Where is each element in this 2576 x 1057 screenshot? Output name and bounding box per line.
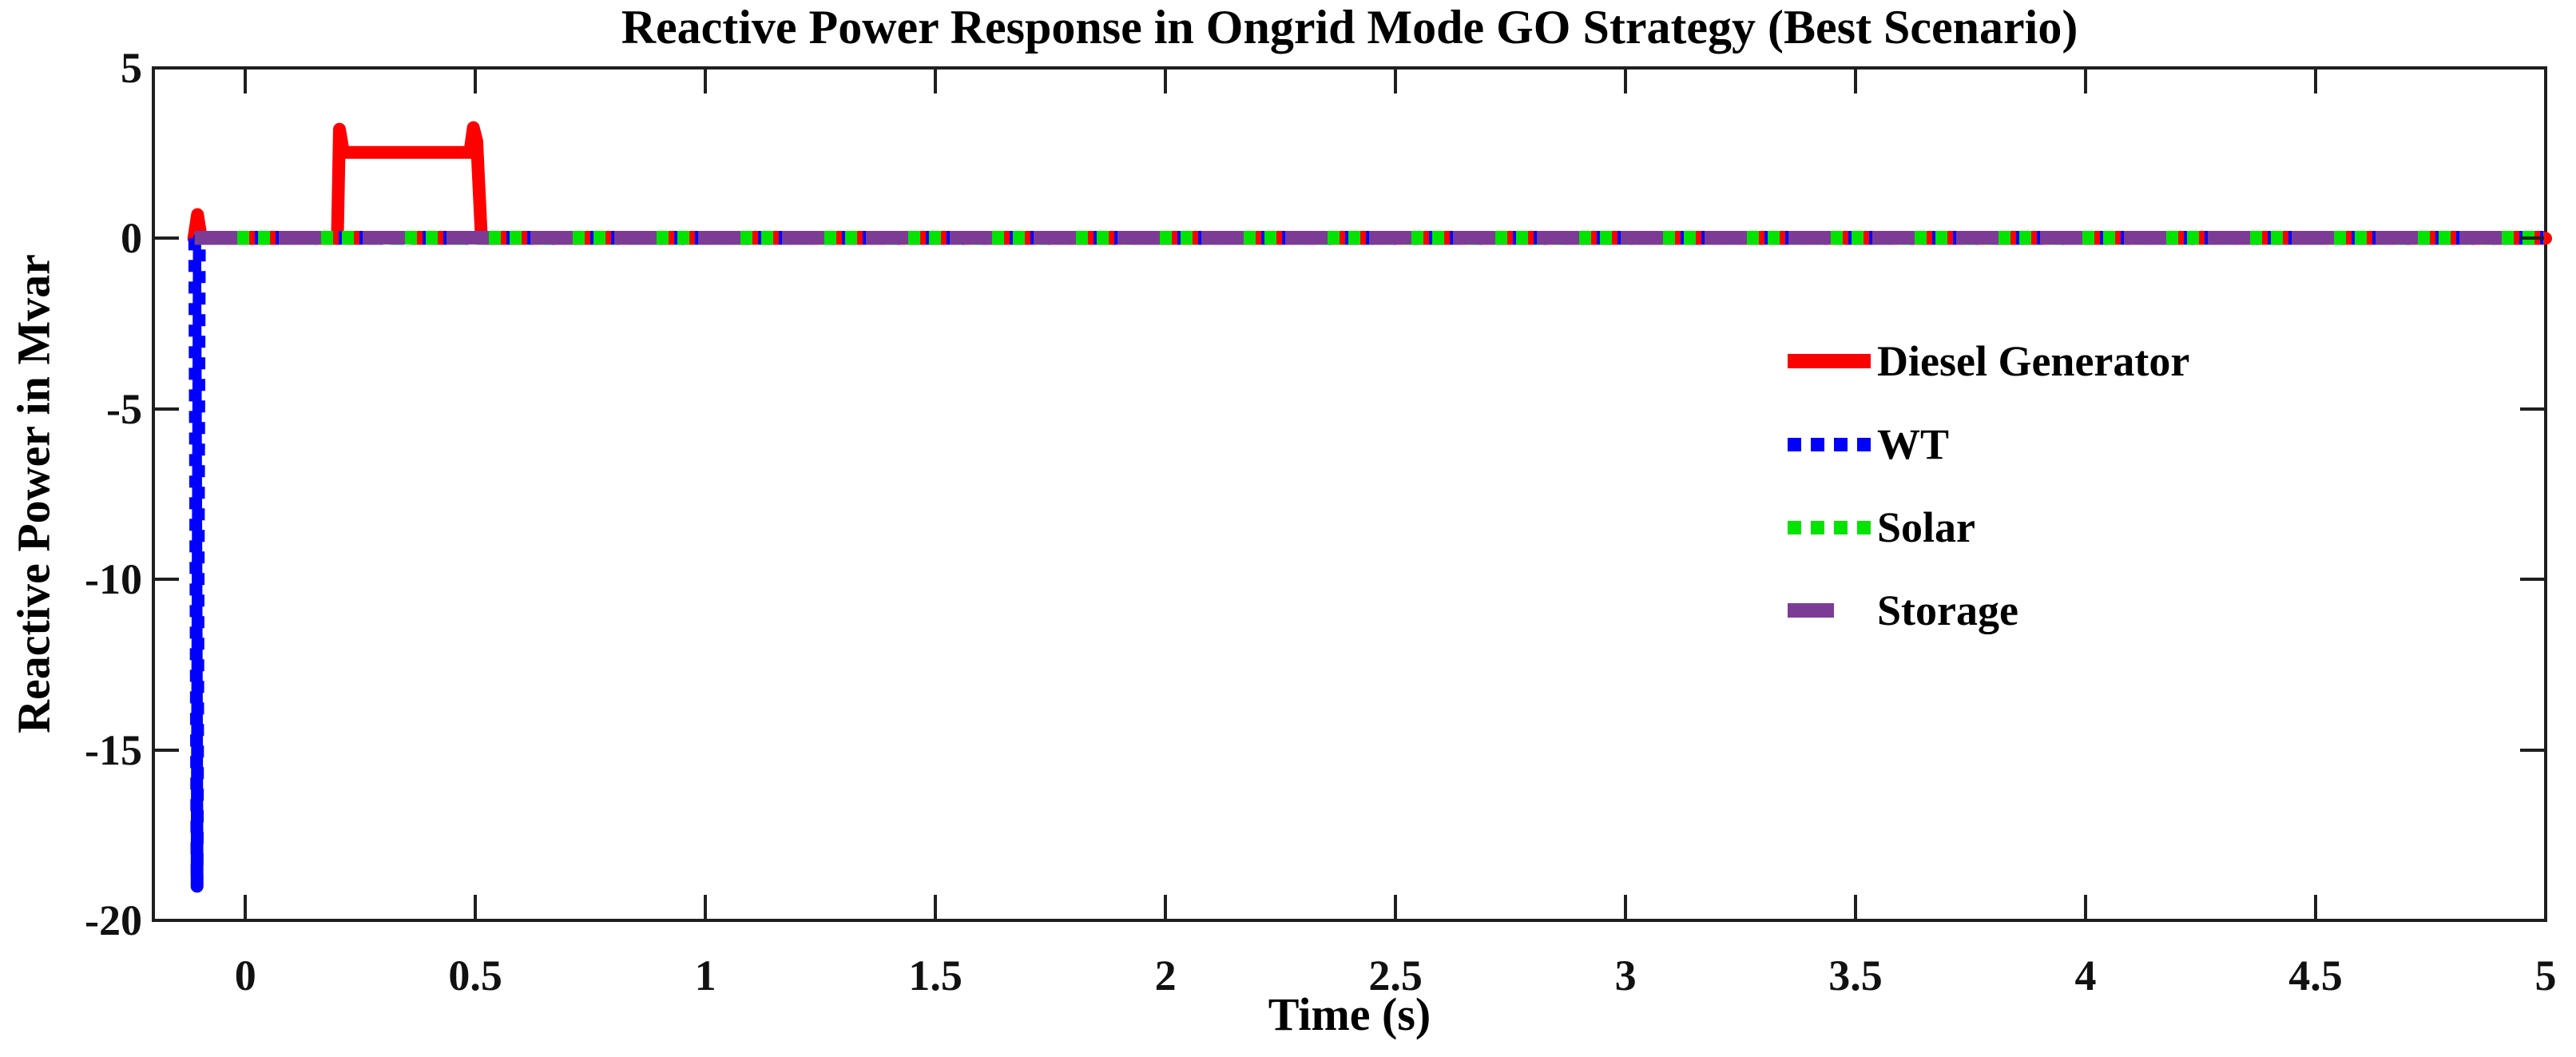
x-tick-bottom-3.5 <box>1854 895 1858 919</box>
y-tick-left--20 <box>155 919 179 922</box>
x-tick-label-0: 0 <box>234 952 256 999</box>
x-axis-label: Time (s) <box>1268 988 1431 1040</box>
x-tick-bottom-5 <box>2544 895 2547 919</box>
legend-swatch-solid <box>1788 354 1877 368</box>
y-tick-label--15: -15 <box>85 725 142 774</box>
legend-swatch-dashed <box>1788 603 1877 618</box>
legend-swatch-dotted <box>1788 520 1877 534</box>
x-tick-top-3 <box>1624 70 1628 93</box>
x-tick-label-0.5: 0.5 <box>448 952 502 999</box>
legend-item-wt: WT <box>1788 403 2189 486</box>
x-tick-bottom-1 <box>704 895 708 919</box>
y-tick-left--15 <box>155 748 179 752</box>
legend: Diesel Generator WT Solar Storage <box>1788 320 2189 652</box>
y-tick-right--5 <box>2520 407 2544 411</box>
x-tick-label-1.5: 1.5 <box>908 952 963 999</box>
y-tick-left-5 <box>155 66 179 70</box>
x-tick-label-3: 3 <box>1614 952 1637 999</box>
y-tick-right--15 <box>2520 748 2544 752</box>
y-tick-label--5: -5 <box>106 384 142 433</box>
plot-area <box>152 66 2547 922</box>
legend-item-storage: Storage <box>1788 569 2189 652</box>
x-tick-bottom-0.5 <box>474 895 478 919</box>
x-tick-top-2.5 <box>1394 70 1398 93</box>
x-tick-bottom-1.5 <box>934 895 938 919</box>
x-tick-label-2.5: 2.5 <box>1368 952 1423 999</box>
legend-item-diesel-generator: Diesel Generator <box>1788 320 2189 403</box>
x-tick-label-1: 1 <box>694 952 716 999</box>
x-tick-bottom-4 <box>2084 895 2088 919</box>
x-tick-label-2: 2 <box>1154 952 1177 999</box>
x-tick-top-4 <box>2084 70 2088 93</box>
y-tick-right-0 <box>2520 236 2544 240</box>
legend-label: Storage <box>1877 586 2018 634</box>
legend-swatch-dotted <box>1788 437 1877 451</box>
zero-line-multicolor-band <box>195 231 2544 244</box>
legend-label: Solar <box>1877 503 1976 551</box>
y-tick-label-5: 5 <box>121 44 142 92</box>
y-tick-right--10 <box>2520 578 2544 582</box>
x-tick-top-0 <box>244 70 248 93</box>
legend-label: Diesel Generator <box>1877 337 2190 385</box>
series-line-diesel-generator <box>187 121 2552 245</box>
y-tick-right-5 <box>2520 66 2544 70</box>
x-tick-label-4.5: 4.5 <box>2288 952 2343 999</box>
x-tick-label-4: 4 <box>2074 952 2097 999</box>
legend-item-solar: Solar <box>1788 486 2189 569</box>
x-tick-top-3.5 <box>1854 70 1858 93</box>
x-tick-bottom-3 <box>1624 895 1628 919</box>
x-tick-top-5 <box>2544 70 2547 93</box>
x-tick-label-3.5: 3.5 <box>1828 952 1883 999</box>
x-tick-bottom-2.5 <box>1394 895 1398 919</box>
x-tick-top-2 <box>1164 70 1168 93</box>
x-tick-bottom-0 <box>244 895 248 919</box>
chart-title: Reactive Power Response in Ongrid Mode G… <box>621 1 2078 54</box>
x-tick-bottom-4.5 <box>2314 895 2318 919</box>
y-tick-label--10: -10 <box>85 555 142 604</box>
y-tick-label-0: 0 <box>121 214 142 263</box>
legend-label: WT <box>1877 420 1950 468</box>
x-tick-top-0.5 <box>474 70 478 93</box>
x-tick-label-5: 5 <box>2534 952 2557 999</box>
y-tick-right--20 <box>2520 919 2544 922</box>
x-tick-top-1 <box>704 70 708 93</box>
y-tick-left-0 <box>155 236 179 240</box>
y-tick-label--20: -20 <box>85 896 142 944</box>
series-line-wt <box>188 232 2546 893</box>
x-tick-top-4.5 <box>2314 70 2318 93</box>
y-tick-left--5 <box>155 407 179 411</box>
y-tick-left--10 <box>155 578 179 582</box>
x-tick-bottom-2 <box>1164 895 1168 919</box>
x-tick-top-1.5 <box>934 70 938 93</box>
